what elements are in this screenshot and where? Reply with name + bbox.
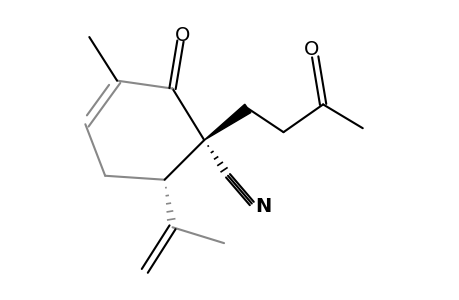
Text: N: N (254, 197, 270, 216)
Text: O: O (174, 26, 190, 45)
Text: O: O (303, 40, 318, 59)
Polygon shape (204, 104, 250, 140)
